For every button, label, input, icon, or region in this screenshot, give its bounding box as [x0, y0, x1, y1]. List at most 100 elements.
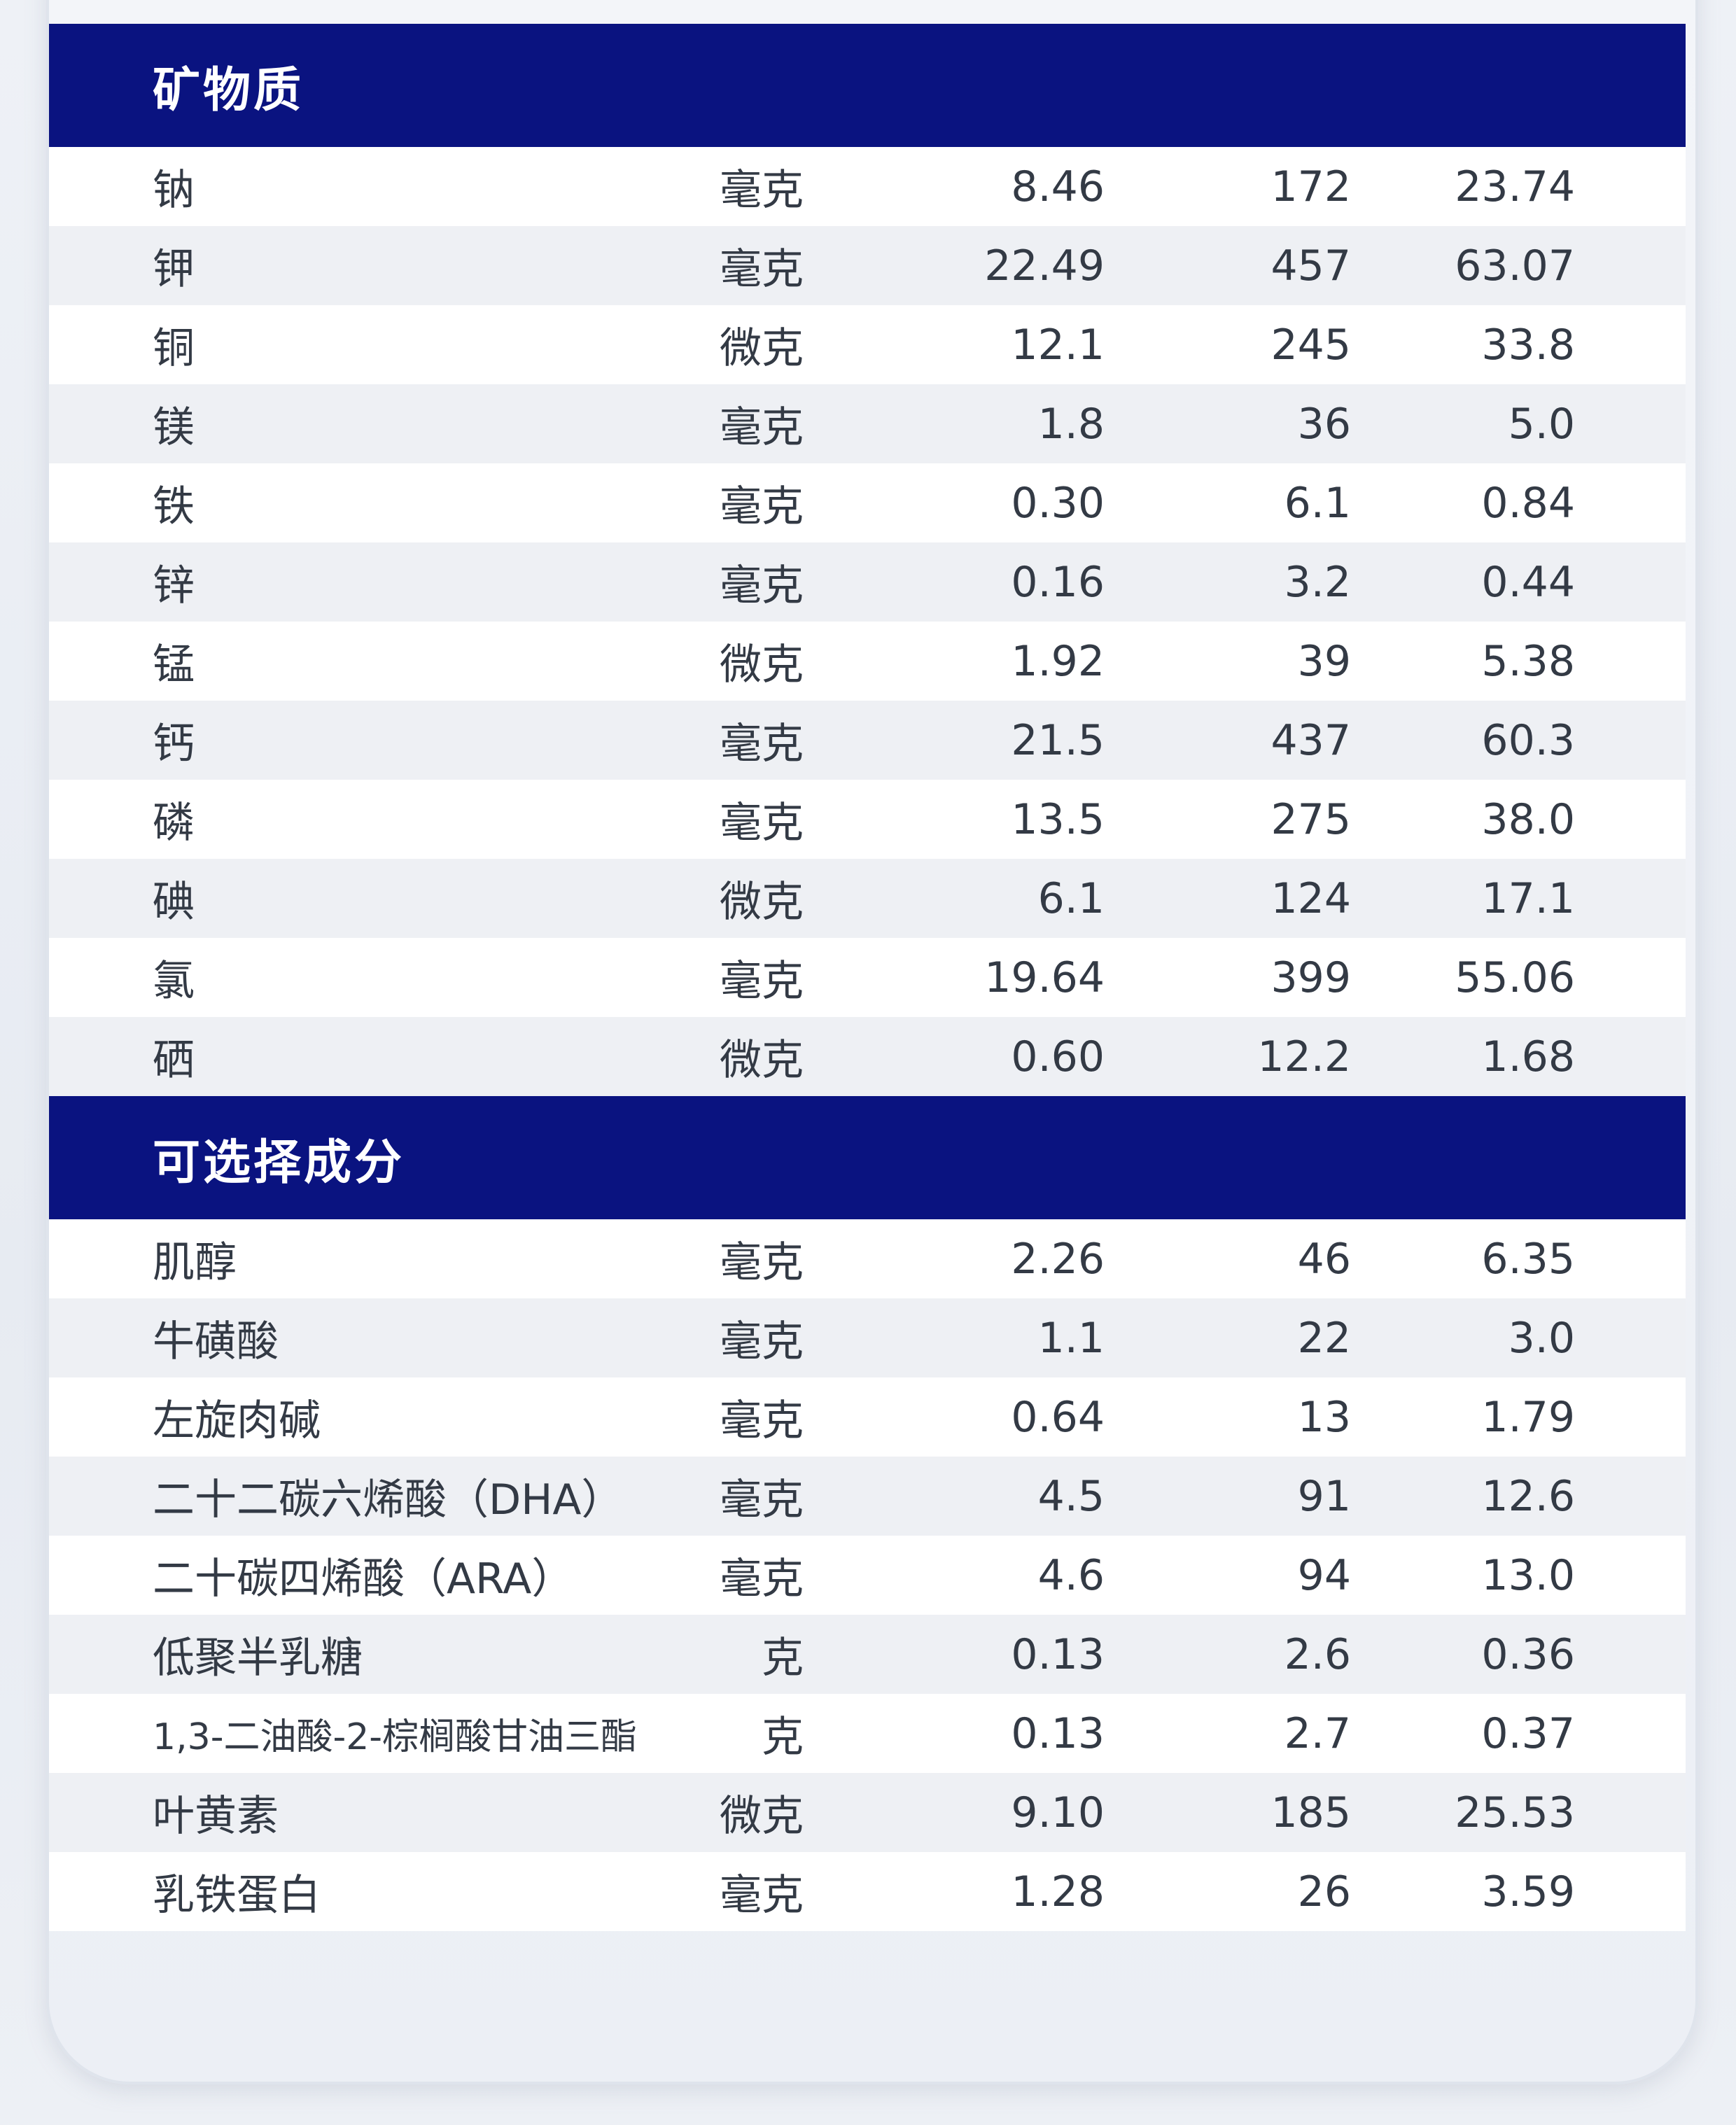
nutrient-unit: 毫克: [720, 1475, 804, 1524]
nutrient-name: 二十碳四烯酸（ARA）: [153, 1555, 574, 1604]
table-row: 锌 毫克 0.16 3.2 0.44: [49, 542, 1686, 622]
table-row: 二十二碳六烯酸（DHA） 毫克 4.5 91 12.6: [49, 1457, 1686, 1536]
value-col-1: 8.46: [1011, 162, 1105, 211]
value-col-3: 5.38: [1481, 636, 1575, 686]
table-row: 1,3-二油酸-2-棕榈酸甘油三酯 克 0.13 2.7 0.37: [49, 1694, 1686, 1773]
value-col-1: 0.60: [1011, 1032, 1105, 1081]
nutrient-name: 低聚半乳糖: [153, 1634, 363, 1683]
value-col-3: 55.06: [1455, 953, 1575, 1002]
nutrient-name: 硒: [153, 1036, 195, 1085]
value-col-3: 3.0: [1508, 1313, 1575, 1363]
value-col-3: 1.68: [1481, 1032, 1575, 1081]
table-row: 乳铁蛋白 毫克 1.28 26 3.59: [49, 1852, 1686, 1931]
value-col-3: 17.1: [1481, 874, 1575, 923]
value-col-2: 3.2: [1284, 557, 1351, 607]
value-col-2: 2.7: [1284, 1709, 1351, 1758]
value-col-3: 25.53: [1455, 1788, 1575, 1837]
nutrient-name: 钠: [153, 166, 195, 215]
nutrient-name: 氯: [153, 957, 195, 1006]
value-col-2: 172: [1270, 162, 1351, 211]
value-col-1: 22.49: [984, 241, 1105, 290]
value-col-1: 0.13: [1011, 1709, 1105, 1758]
nutrient-unit: 克: [762, 1713, 804, 1762]
nutrient-unit: 毫克: [720, 720, 804, 769]
nutrient-name: 铁: [153, 482, 195, 531]
nutrient-name: 1,3-二油酸-2-棕榈酸甘油三酯: [153, 1716, 638, 1758]
nutrient-unit: 毫克: [720, 957, 804, 1006]
value-col-3: 0.36: [1481, 1629, 1575, 1679]
value-col-3: 13.0: [1481, 1550, 1575, 1600]
nutrient-name: 锌: [153, 561, 195, 610]
value-col-3: 3.59: [1481, 1867, 1575, 1916]
table-row: 叶黄素 微克 9.10 185 25.53: [49, 1773, 1686, 1852]
table-row: 铜 微克 12.1 245 33.8: [49, 305, 1686, 384]
value-col-2: 2.6: [1284, 1629, 1351, 1679]
table-row: 钠 毫克 8.46 172 23.74: [49, 147, 1686, 226]
nutrient-unit: 微克: [720, 1792, 804, 1841]
table-row: 钙 毫克 21.5 437 60.3: [49, 701, 1686, 780]
nutrient-name: 铜: [153, 324, 195, 373]
value-col-3: 1.79: [1481, 1392, 1575, 1442]
nutrient-unit: 毫克: [720, 403, 804, 452]
nutrient-unit: 毫克: [720, 1238, 804, 1287]
value-col-1: 0.30: [1011, 478, 1105, 528]
value-col-1: 0.16: [1011, 557, 1105, 607]
table-row: 二十碳四烯酸（ARA） 毫克 4.6 94 13.0: [49, 1536, 1686, 1615]
nutrient-unit: 毫克: [720, 561, 804, 610]
nutrient-unit: 毫克: [720, 1871, 804, 1920]
nutrient-unit: 毫克: [720, 799, 804, 848]
nutrient-name: 乳铁蛋白: [153, 1871, 321, 1920]
value-col-1: 1.1: [1037, 1313, 1105, 1363]
nutrient-name: 钾: [153, 245, 195, 294]
table-row: 铁 毫克 0.30 6.1 0.84: [49, 463, 1686, 542]
nutrient-name: 钙: [153, 720, 195, 769]
nutrient-unit: 毫克: [720, 245, 804, 294]
nutrient-name: 磷: [153, 799, 195, 848]
nutrient-name: 肌醇: [153, 1238, 237, 1287]
section-title: 可选择成分: [153, 1135, 405, 1191]
value-col-2: 185: [1270, 1788, 1351, 1837]
table-row: 碘 微克 6.1 124 17.1: [49, 859, 1686, 938]
section-header-minerals: 矿物质: [49, 24, 1686, 147]
value-col-3: 23.74: [1455, 162, 1575, 211]
value-col-3: 0.44: [1481, 557, 1575, 607]
value-col-3: 33.8: [1481, 320, 1575, 370]
table-row: 锰 微克 1.92 39 5.38: [49, 622, 1686, 701]
section-header-optional: 可选择成分: [49, 1096, 1686, 1219]
table-row: 左旋肉碱 毫克 0.64 13 1.79: [49, 1377, 1686, 1457]
value-col-3: 38.0: [1481, 794, 1575, 844]
nutrient-unit: 克: [762, 1634, 804, 1683]
table-row: 肌醇 毫克 2.26 46 6.35: [49, 1219, 1686, 1298]
value-col-1: 9.10: [1011, 1788, 1105, 1837]
value-col-3: 60.3: [1481, 715, 1575, 765]
table-row: 牛磺酸 毫克 1.1 22 3.0: [49, 1298, 1686, 1377]
value-col-2: 91: [1297, 1471, 1351, 1521]
nutrient-unit: 微克: [720, 1036, 804, 1085]
nutrient-name: 叶黄素: [153, 1792, 279, 1841]
value-col-3: 12.6: [1481, 1471, 1575, 1521]
nutrient-unit: 微克: [720, 878, 804, 927]
section-title: 矿物质: [153, 62, 304, 118]
value-col-3: 0.37: [1481, 1709, 1575, 1758]
value-col-2: 13: [1297, 1392, 1351, 1442]
nutrient-unit: 毫克: [720, 166, 804, 215]
value-col-1: 1.8: [1037, 399, 1105, 449]
table-row: 低聚半乳糖 克 0.13 2.6 0.36: [49, 1615, 1686, 1694]
nutrient-unit: 毫克: [720, 1396, 804, 1445]
nutrient-name: 镁: [153, 403, 195, 452]
table-row: 氯 毫克 19.64 399 55.06: [49, 938, 1686, 1017]
value-col-2: 399: [1270, 953, 1351, 1002]
value-col-2: 275: [1270, 794, 1351, 844]
value-col-2: 94: [1297, 1550, 1351, 1600]
value-col-3: 0.84: [1481, 478, 1575, 528]
value-col-3: 5.0: [1508, 399, 1575, 449]
table-row: 磷 毫克 13.5 275 38.0: [49, 780, 1686, 859]
nutrient-name: 牛磺酸: [153, 1317, 279, 1366]
table-row: 硒 微克 0.60 12.2 1.68: [49, 1017, 1686, 1096]
value-col-1: 6.1: [1037, 874, 1105, 923]
value-col-3: 63.07: [1455, 241, 1575, 290]
nutrient-unit: 毫克: [720, 1555, 804, 1604]
value-col-1: 13.5: [1011, 794, 1105, 844]
nutrient-unit: 微克: [720, 640, 804, 689]
value-col-2: 6.1: [1284, 478, 1351, 528]
